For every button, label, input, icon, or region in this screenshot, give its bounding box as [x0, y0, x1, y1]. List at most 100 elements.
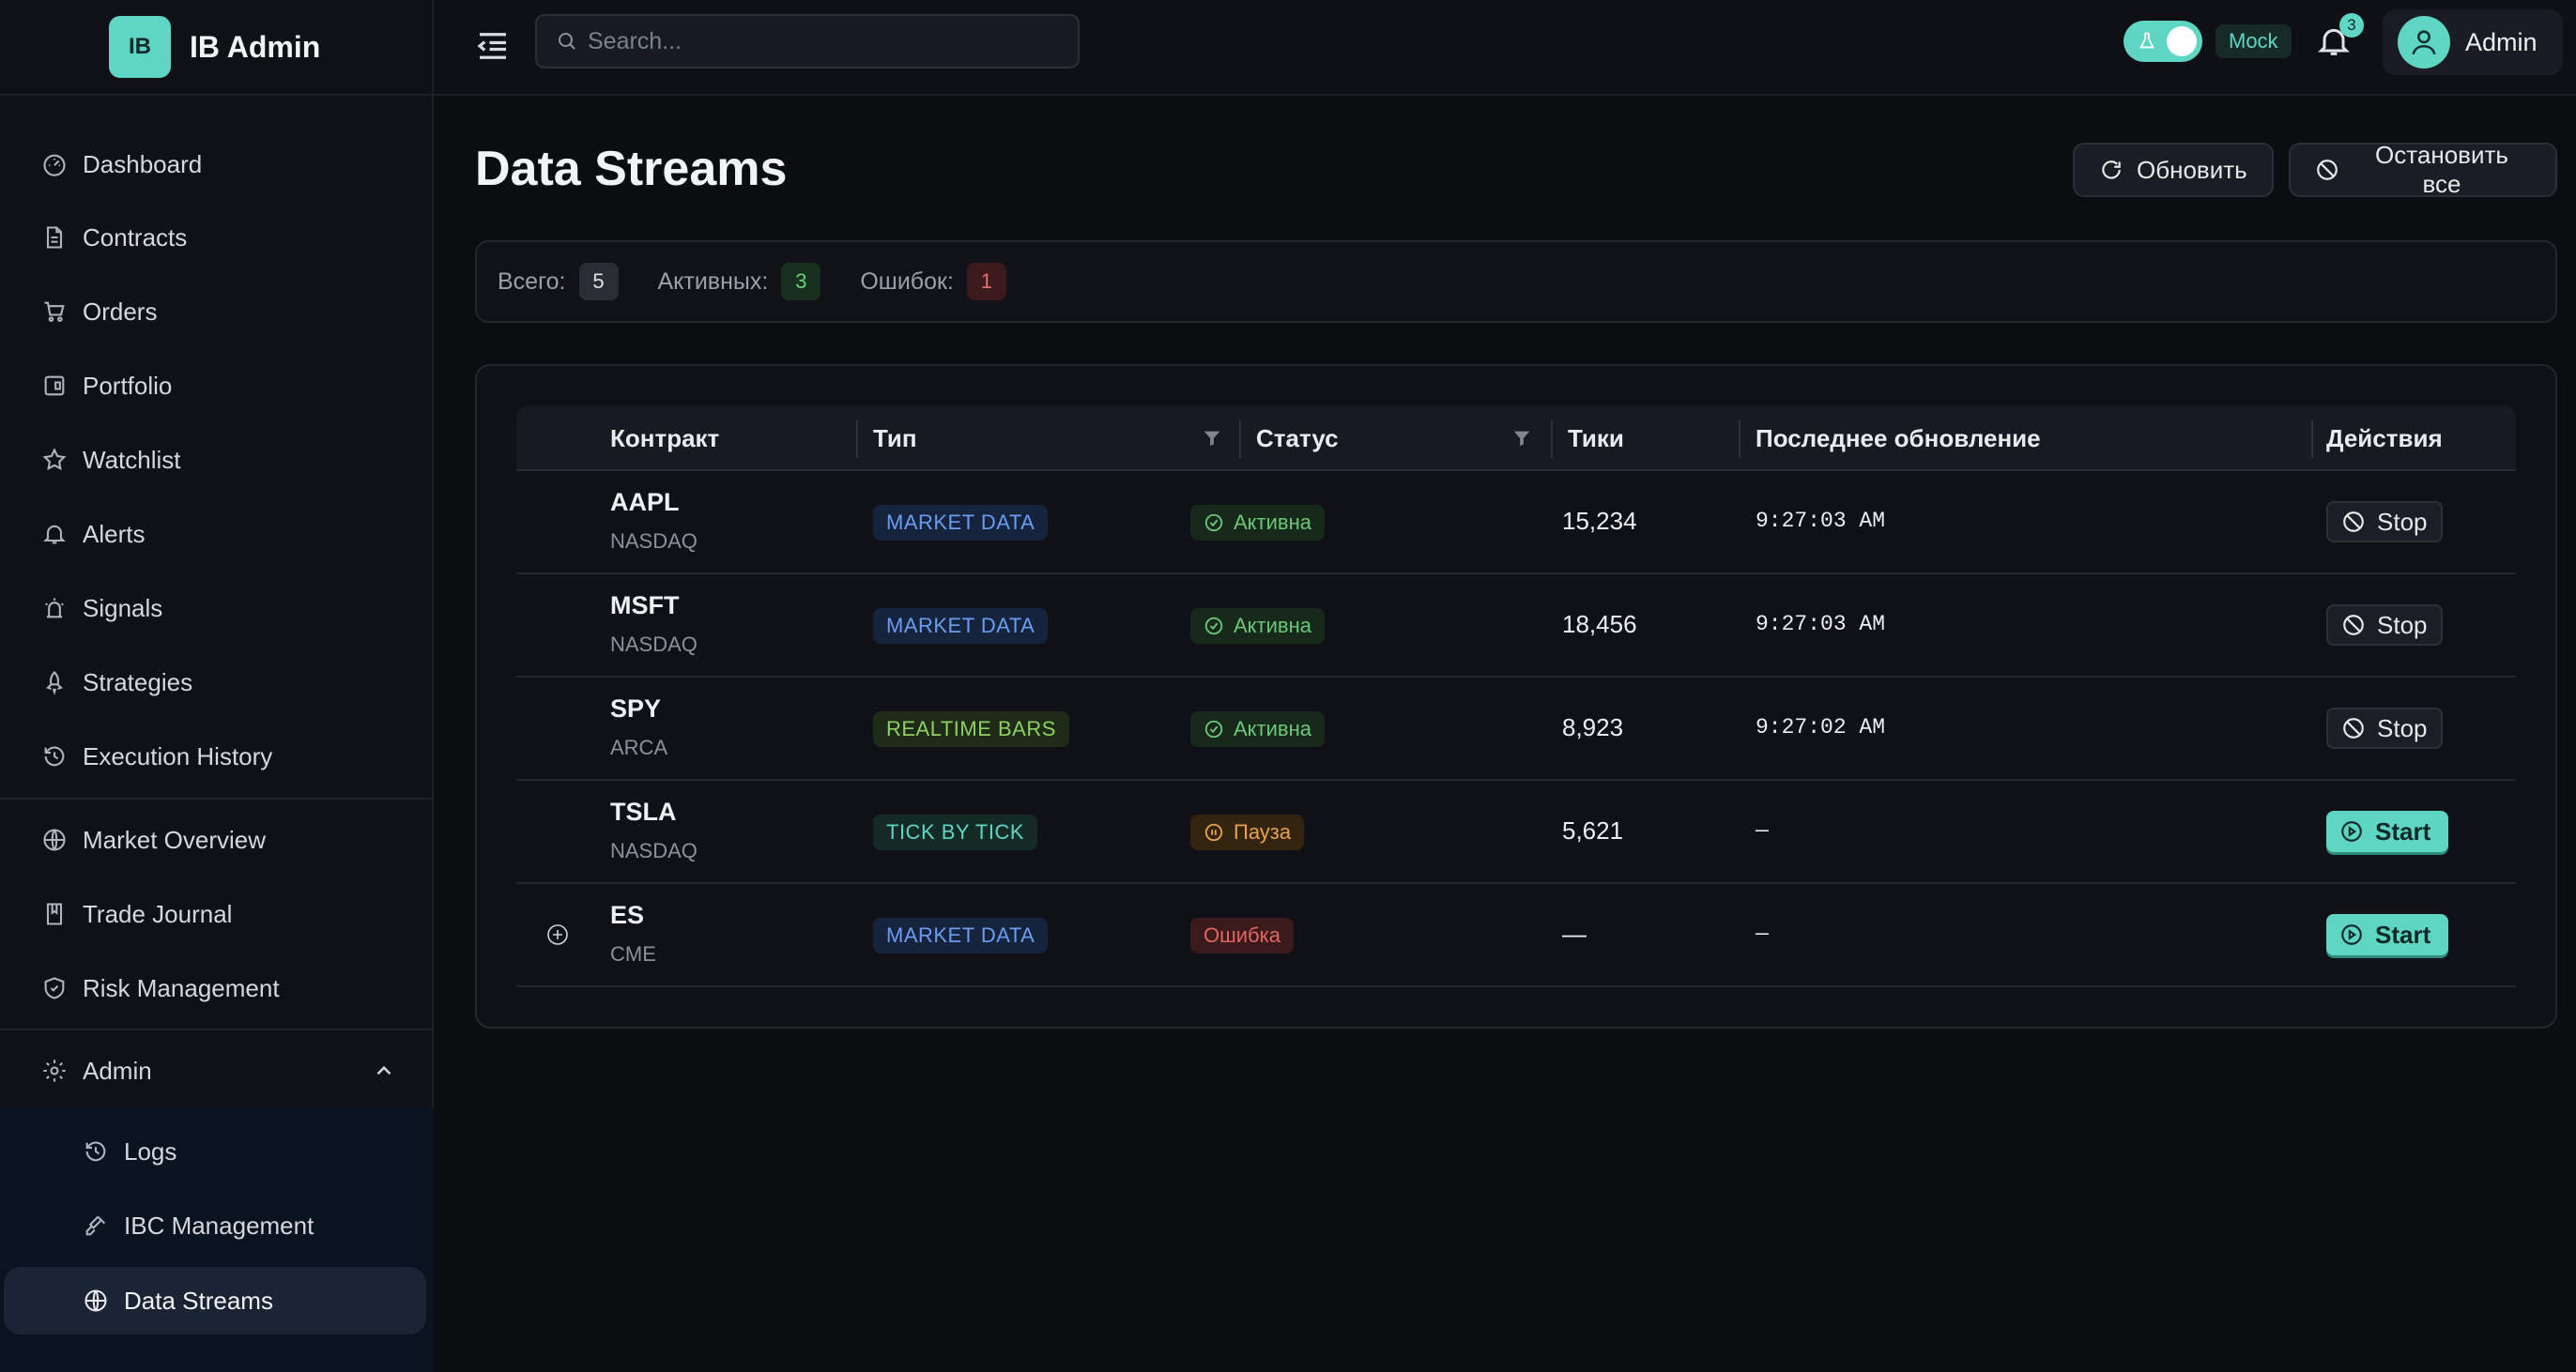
menu-collapse-icon[interactable] — [473, 26, 513, 66]
contract-symbol: ES — [610, 901, 645, 929]
sidebar-item-orders[interactable]: Orders — [0, 282, 434, 341]
sidebar-item-alerts[interactable]: Alerts — [0, 505, 434, 563]
stop-button[interactable]: Stop — [2326, 708, 2443, 749]
column-header[interactable]: Последнее обновление — [1756, 423, 2041, 452]
sidebar-item-strategies[interactable]: Strategies — [0, 653, 434, 711]
type-badge: MARKET DATA — [873, 505, 1049, 541]
sidebar-item-label: Market Overview — [83, 825, 267, 854]
action-label: Stop — [2377, 507, 2428, 536]
last-update: — — [1756, 922, 1769, 946]
ban-icon — [2317, 160, 2338, 180]
table-row: MSFT NASDAQ MARKET DATA Активна 18,456 9… — [516, 574, 2516, 678]
book-icon — [46, 903, 63, 925]
bell-icon[interactable] — [2315, 23, 2353, 60]
start-button[interactable]: Start — [2326, 914, 2448, 955]
check-circle-icon — [1204, 617, 1223, 635]
stat-total: Всего: 5 — [498, 263, 619, 300]
sidebar-item-label: Dashboard — [83, 149, 203, 178]
stat-label: Активных: — [657, 267, 769, 295]
user-menu[interactable]: Admin — [2383, 9, 2563, 75]
search-input[interactable] — [588, 27, 1057, 55]
globe-icon — [84, 1289, 107, 1312]
sidebar-item-trade-journal[interactable]: Trade Journal — [0, 885, 434, 943]
tick-count: — — [1562, 920, 1587, 948]
type-badge: TICK BY TICK — [873, 815, 1038, 850]
last-update: 9:27:03 AM — [1756, 612, 1886, 636]
tick-count: 5,621 — [1562, 816, 1624, 845]
active-item-highlight — [4, 1267, 426, 1334]
mock-mode-toggle[interactable] — [2124, 21, 2202, 62]
column-separator — [2311, 420, 2313, 458]
last-update: 9:27:03 AM — [1756, 509, 1886, 533]
sidebar-divider — [0, 798, 434, 800]
status-badge: Ошибка — [1190, 918, 1294, 953]
column-separator — [1551, 420, 1553, 458]
column-header: Действия — [2326, 423, 2443, 452]
refresh-button[interactable]: Обновить — [2073, 143, 2274, 197]
mode-badge: Mock — [2216, 24, 2292, 58]
contract-symbol: MSFT — [610, 591, 680, 619]
contract-exchange: NASDAQ — [610, 529, 698, 553]
streams-card: Контракт Тип Статус Тики Последнее обнов… — [475, 364, 2557, 1029]
chevron-up-icon — [376, 1065, 391, 1075]
gear-icon — [43, 1059, 66, 1082]
start-button[interactable]: Start — [2326, 811, 2448, 852]
stats-bar: Всего: 5 Активных: 3 Ошибок: 1 — [475, 240, 2557, 323]
status-badge: Активна — [1190, 608, 1325, 644]
sidebar-item-ibc-management[interactable]: IBC Management — [0, 1197, 434, 1255]
action-label: Stop — [2377, 610, 2428, 639]
status-label: Ошибка — [1204, 923, 1280, 947]
sidebar-item-data-streams[interactable]: Data Streams — [0, 1272, 434, 1330]
history-icon — [85, 1141, 106, 1162]
sidebar-divider — [0, 1029, 434, 1030]
contract-exchange: NASDAQ — [610, 633, 698, 656]
sidebar-item-admin[interactable]: Admin — [0, 1042, 434, 1100]
sidebar-item-market-overview[interactable]: Market Overview — [0, 811, 434, 869]
filter-icon[interactable] — [1202, 428, 1222, 449]
globe-icon — [43, 829, 66, 851]
column-header[interactable]: Статус — [1256, 423, 1339, 452]
rocket-icon — [46, 671, 63, 695]
table-header: Контракт Тип Статус Тики Последнее обнов… — [516, 405, 2516, 471]
contract-symbol: AAPL — [610, 488, 680, 516]
stat-errors: Ошибок: 1 — [860, 263, 1006, 300]
sidebar-item-portfolio[interactable]: Portfolio — [0, 357, 434, 415]
status-badge: Активна — [1190, 505, 1325, 541]
status-label: Активна — [1234, 614, 1311, 637]
stop-all-button[interactable]: Остановить все — [2289, 141, 2557, 198]
column-separator — [1739, 420, 1740, 458]
column-header[interactable]: Тип — [873, 423, 917, 452]
stop-button[interactable]: Stop — [2326, 604, 2443, 646]
column-header[interactable]: Контракт — [610, 423, 720, 452]
sidebar-item-signals[interactable]: Signals — [0, 579, 434, 637]
notification-count: 3 — [2339, 13, 2364, 38]
stop-button[interactable]: Stop — [2326, 501, 2443, 542]
sidebar-item-execution-history[interactable]: Execution History — [0, 727, 434, 785]
table-row: ES CME MARKET DATA Ошибка — — Start — [516, 884, 2516, 987]
sidebar-item-label: Logs — [124, 1136, 177, 1166]
sidebar-item-dashboard[interactable]: Dashboard — [0, 135, 434, 193]
filter-icon[interactable] — [1511, 428, 1532, 449]
sidebar-item-logs[interactable]: Logs — [0, 1122, 434, 1181]
ban-icon — [2343, 718, 2364, 739]
cart-icon — [44, 301, 65, 322]
brand[interactable]: IB IB Admin — [0, 0, 432, 96]
file-icon — [46, 226, 63, 249]
search-box[interactable] — [535, 14, 1080, 69]
contract-symbol: SPY — [610, 694, 662, 723]
sidebar-item-watchlist[interactable]: Watchlist — [0, 431, 434, 489]
sidebar-item-label: Signals — [83, 593, 163, 622]
sidebar-item-contracts[interactable]: Contracts — [0, 208, 434, 267]
expand-row-icon[interactable] — [546, 923, 569, 946]
action-label: Start — [2375, 816, 2431, 846]
sidebar-item-risk-management[interactable]: Risk Management — [0, 959, 434, 1017]
type-badge: MARKET DATA — [873, 918, 1049, 953]
brand-title: IB Admin — [190, 29, 321, 64]
status-label: Активна — [1234, 717, 1311, 740]
tick-count: 8,923 — [1562, 713, 1624, 741]
ban-icon — [2343, 511, 2364, 532]
table-row: TSLA NASDAQ TICK BY TICK Пауза 5,621 — S… — [516, 781, 2516, 884]
history-icon — [44, 746, 65, 767]
stat-label: Всего: — [498, 267, 566, 295]
column-header[interactable]: Тики — [1568, 423, 1624, 452]
